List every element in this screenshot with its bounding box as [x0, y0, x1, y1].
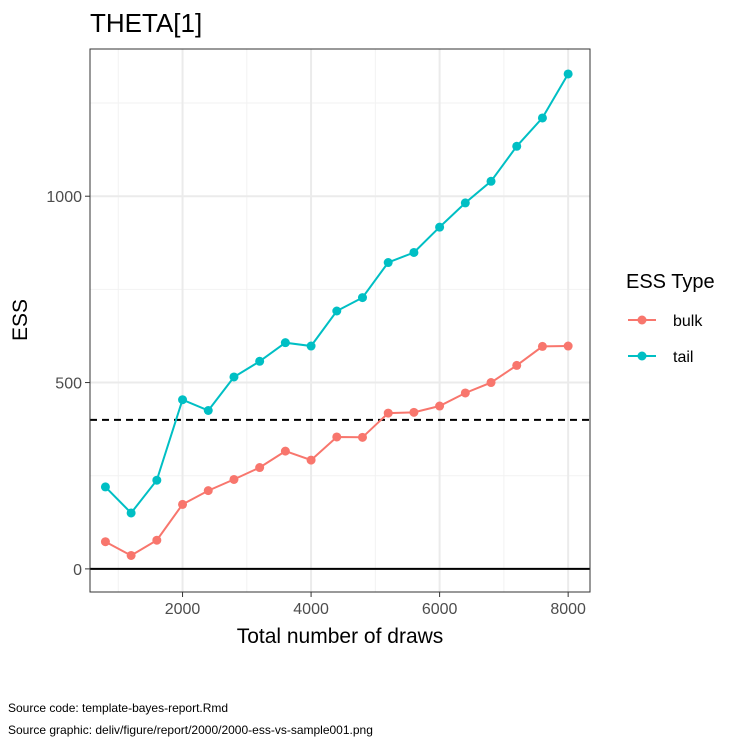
- data-point-bulk: [332, 432, 342, 442]
- x-tick-label: 6000: [422, 601, 458, 618]
- data-point-tail: [486, 176, 496, 186]
- data-point-bulk: [229, 474, 239, 484]
- data-point-bulk: [280, 446, 290, 456]
- data-point-tail: [178, 395, 188, 405]
- data-point-bulk: [563, 341, 573, 351]
- legend-key-point-tail: [637, 351, 647, 361]
- data-point-tail: [563, 69, 573, 79]
- y-tick-label: 500: [55, 376, 82, 393]
- data-point-bulk: [409, 407, 419, 417]
- reference-lines: [90, 418, 590, 570]
- data-point-tail: [332, 306, 342, 316]
- data-point-bulk: [512, 360, 522, 370]
- data-point-tail: [357, 293, 367, 303]
- x-tick-label: 2000: [165, 601, 201, 618]
- chart-title: THETA[1]: [90, 8, 202, 38]
- grid-minor: [90, 49, 590, 592]
- data-point-tail: [255, 356, 265, 366]
- data-point-bulk: [152, 535, 162, 545]
- data-point-bulk: [460, 388, 470, 398]
- data-point-tail: [512, 141, 522, 151]
- legend-label-bulk: bulk: [673, 313, 703, 330]
- data-point-tail: [203, 406, 213, 416]
- data-point-tail: [537, 113, 547, 123]
- data-point-bulk: [435, 401, 445, 411]
- data-point-bulk: [306, 455, 316, 465]
- data-point-tail: [306, 341, 316, 351]
- y-axis-label: ESS: [9, 299, 32, 341]
- data-point-tail: [100, 482, 110, 492]
- series-layer: [100, 69, 573, 560]
- data-point-tail: [126, 508, 136, 518]
- y-axis-ticks: 0 500 1000: [46, 189, 90, 579]
- data-point-bulk: [203, 486, 213, 496]
- data-point-bulk: [255, 463, 265, 473]
- plot-panel: [90, 49, 590, 592]
- data-point-bulk: [357, 432, 367, 442]
- data-point-tail: [280, 338, 290, 348]
- legend: ESS Type bulk tail: [626, 271, 715, 366]
- data-point-tail: [383, 258, 393, 268]
- data-point-tail: [460, 198, 470, 208]
- y-tick-label: 1000: [46, 189, 82, 206]
- x-axis-label: Total number of draws: [237, 625, 444, 648]
- data-point-bulk: [383, 408, 393, 418]
- legend-key-point-bulk: [637, 315, 647, 325]
- data-point-tail: [435, 222, 445, 232]
- source-graphic-caption: Source graphic: deliv/figure/report/2000…: [8, 723, 373, 737]
- x-tick-label: 4000: [293, 601, 329, 618]
- x-tick-label: 8000: [550, 601, 586, 618]
- data-point-tail: [152, 475, 162, 485]
- y-tick-label: 0: [73, 562, 82, 579]
- data-point-bulk: [100, 537, 110, 547]
- data-point-tail: [409, 247, 419, 257]
- data-point-bulk: [486, 378, 496, 388]
- legend-label-tail: tail: [673, 349, 693, 366]
- data-point-bulk: [178, 499, 188, 509]
- ess-chart: THETA[1] 0 500 1000 2000 4000 6000 8000 Total…: [9, 8, 715, 648]
- data-point-tail: [229, 372, 239, 382]
- data-point-bulk: [126, 550, 136, 560]
- source-code-caption: Source code: template-bayes-report.Rmd: [8, 701, 229, 715]
- panel-border: [89, 48, 591, 593]
- x-axis-ticks: 2000 4000 6000 8000: [165, 592, 586, 618]
- data-point-bulk: [537, 341, 547, 351]
- legend-title: ESS Type: [626, 271, 715, 293]
